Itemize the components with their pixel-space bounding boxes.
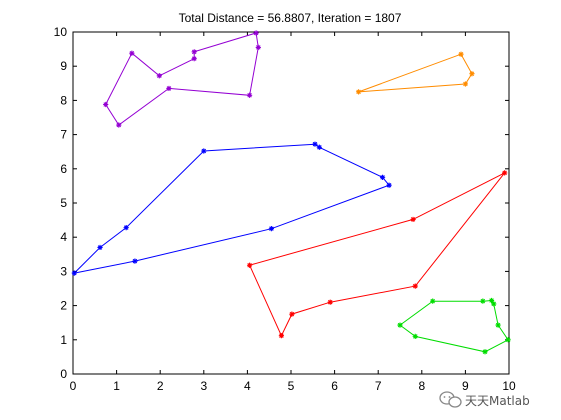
y-tick-label: 4: [60, 230, 67, 244]
data-point: [97, 244, 103, 251]
data-point: [491, 301, 497, 307]
data-point: [386, 182, 392, 188]
data-point: [103, 101, 109, 108]
data-point: [458, 51, 464, 57]
x-tick-label: 7: [375, 379, 382, 393]
y-tick-label: 7: [60, 128, 67, 142]
data-point: [166, 85, 172, 92]
series-line: [399, 299, 509, 353]
data-point: [123, 225, 129, 231]
data-point: [379, 174, 386, 180]
data-point: [488, 297, 495, 304]
x-tick-label: 5: [288, 379, 295, 393]
series-3: [103, 30, 261, 128]
series-0: [71, 141, 392, 276]
y-tick-label: 0: [60, 367, 67, 381]
data-point: [253, 30, 259, 36]
x-tick-label: 9: [462, 379, 469, 393]
data-point: [412, 283, 418, 289]
wechat-icon: [439, 391, 462, 408]
data-point: [246, 92, 253, 98]
x-tick-label: 3: [200, 379, 207, 393]
data-point: [278, 333, 285, 339]
x-tick-label: 10: [502, 379, 516, 393]
y-tick-label: 10: [54, 25, 68, 39]
data-point: [502, 170, 508, 176]
data-point: [132, 258, 138, 264]
data-point: [246, 262, 253, 268]
data-point: [316, 144, 322, 150]
y-tick-label: 3: [60, 264, 67, 278]
x-tick-label: 4: [244, 379, 251, 393]
chart-title: Total Distance = 56.8807, Iteration = 18…: [179, 11, 402, 25]
data-point: [505, 337, 511, 343]
data-point: [255, 44, 261, 50]
x-tick-label: 0: [70, 379, 77, 393]
axes-frame: [72, 31, 510, 375]
x-tick-label: 6: [331, 379, 338, 393]
y-tick-label: 2: [60, 299, 67, 313]
data-point: [129, 50, 135, 56]
series-4: [355, 51, 475, 95]
y-tick-label: 8: [60, 93, 67, 107]
y-tick-label: 5: [60, 196, 67, 210]
x-tick-label: 1: [113, 379, 120, 393]
data-point: [289, 311, 295, 317]
data-point: [480, 298, 486, 304]
data-point: [268, 226, 274, 232]
y-tick-label: 6: [60, 162, 67, 176]
data-point: [482, 349, 488, 355]
axis-ticks: 0 1 2 3 4 5 6 7 8 9 10 0 1 2 3 4 5 6 7 8 9 10: [54, 25, 516, 393]
series-2: [397, 297, 511, 355]
y-tick-label: 1: [60, 333, 67, 347]
series-layer: [71, 30, 511, 355]
data-point: [191, 56, 197, 62]
data-point: [410, 216, 416, 223]
data-point: [116, 122, 122, 128]
data-point: [397, 322, 403, 328]
series-line: [249, 172, 505, 337]
data-point: [412, 333, 418, 339]
data-point: [462, 81, 468, 87]
data-point: [469, 71, 475, 77]
x-tick-label: 2: [157, 379, 164, 393]
data-point: [495, 322, 501, 328]
watermark-text: 天天Matlab: [465, 394, 530, 408]
data-point: [355, 89, 362, 95]
y-tick-label: 9: [60, 59, 67, 73]
data-point: [312, 141, 318, 147]
data-point: [327, 299, 333, 305]
data-point: [156, 73, 162, 79]
data-point: [71, 270, 77, 276]
x-tick-label: 8: [418, 379, 425, 393]
data-point: [430, 298, 436, 304]
data-point: [201, 148, 207, 154]
watermark: 天天Matlab: [439, 391, 530, 408]
series-1: [246, 170, 508, 339]
data-point: [191, 49, 197, 55]
